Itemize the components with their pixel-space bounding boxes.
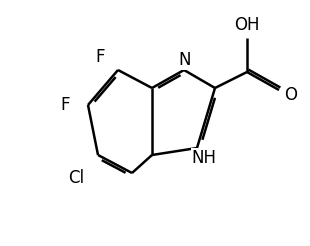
Text: Cl: Cl xyxy=(68,169,84,187)
Text: F: F xyxy=(60,96,70,114)
Text: O: O xyxy=(285,86,298,104)
Text: OH: OH xyxy=(234,16,260,34)
Text: NH: NH xyxy=(192,149,216,167)
Text: N: N xyxy=(179,51,191,69)
Text: F: F xyxy=(95,48,105,66)
